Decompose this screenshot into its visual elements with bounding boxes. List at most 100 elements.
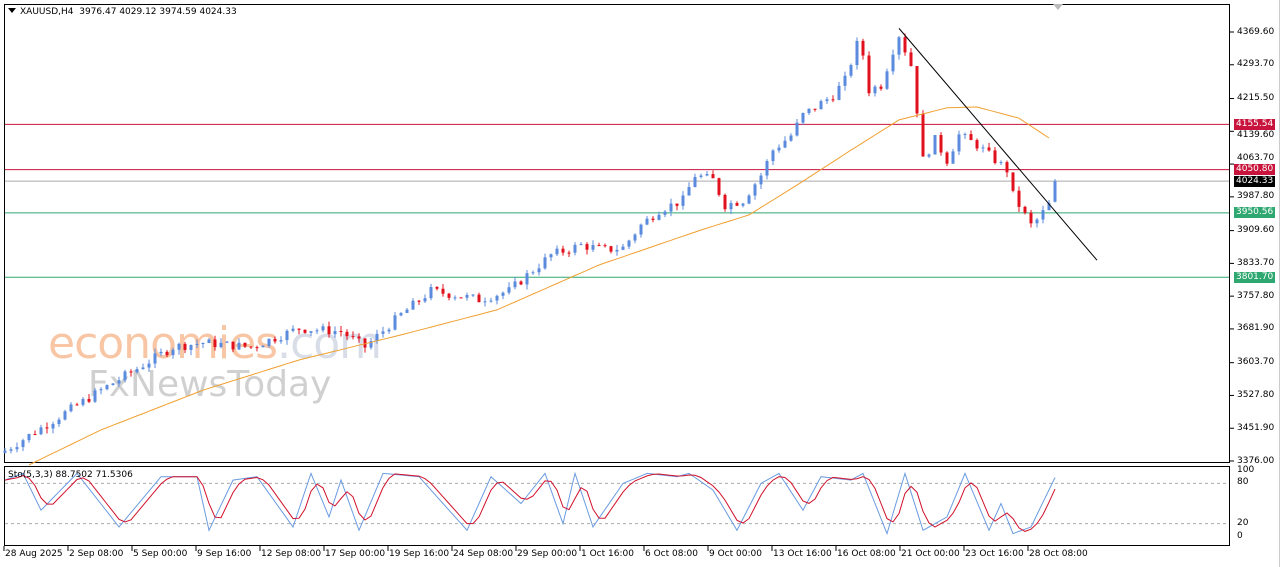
candle-bullish [933,135,937,155]
trendline [898,28,1098,261]
candle-bullish [633,234,637,241]
candle-bearish [915,66,919,114]
y-tick-label: 4063.70 [1237,152,1275,163]
stochastic-pane[interactable] [4,466,1230,546]
candle-bearish [717,178,721,195]
x-tick-label: 2 Sep 08:00 [69,549,124,559]
stochastic-label: Sto(5,3,3) 88.7502 71.5306 [8,470,133,480]
chart-shift-marker-icon[interactable] [1053,4,1063,10]
candle-bullish [3,450,7,453]
x-tick-label: 9 Sep 16:00 [197,549,252,559]
candle-bullish [153,353,157,364]
candle-bullish [369,341,373,348]
price-tag-support: 3801.70 [1234,271,1275,283]
candle-bearish [165,351,169,356]
candle-bullish [537,268,541,273]
candle-bearish [939,135,943,153]
candle-bullish [771,150,775,162]
y-tick-label: 4139.60 [1237,130,1275,141]
y-tick-label: 3987.80 [1237,191,1275,202]
y-tick-label: 3451.90 [1237,422,1275,433]
candle-bullish [9,449,13,451]
x-tick-label: 9 Oct 00:00 [709,549,762,559]
x-tick-label: 28 Oct 08:00 [1029,549,1088,559]
candle-bullish [543,257,547,269]
candle-bullish [1047,203,1051,211]
candle-bullish [51,424,55,429]
candle-bearish [447,293,451,298]
x-tick-label: 24 Sep 08:00 [453,549,514,559]
candle-bullish [15,447,19,450]
candle-bullish [411,300,415,310]
candle-bullish [555,248,559,255]
x-tick-label: 13 Oct 16:00 [773,549,832,559]
candle-bullish [507,287,511,293]
candle-bullish [315,330,319,332]
candle-bullish [687,187,691,196]
candle-bullish [1053,181,1057,202]
candle-bullish [483,301,487,303]
candle-bearish [1023,206,1027,213]
candle-bullish [639,224,643,235]
candle-bullish [825,99,829,102]
candle-bullish [423,298,427,302]
x-tick-label: 19 Sep 16:00 [389,549,450,559]
candle-bullish [291,328,295,331]
candle-bullish [621,246,625,250]
candle-bearish [609,246,613,252]
candle-bullish [321,326,325,331]
price-tag-resistance: 4155.54 [1234,118,1275,130]
candle-bullish [765,161,769,176]
price-chart-pane[interactable] [4,4,1230,463]
candle-bullish [117,380,121,384]
candle-bearish [861,40,865,56]
candle-bullish [219,342,223,348]
candle-bullish [669,203,673,212]
candle-bullish [81,398,85,405]
candle-bullish [1041,210,1045,220]
candle-bullish [375,333,379,342]
stochastic-signal-line [4,473,1056,532]
candle-bullish [681,195,685,206]
candle-bearish [345,331,349,337]
candle-bullish [501,292,505,296]
candle-bullish [105,385,109,390]
candle-bullish [27,434,31,441]
candle-bullish [381,331,385,334]
candle-bullish [891,54,895,72]
candle-bearish [831,99,835,101]
y-tick-label: 3603.70 [1237,357,1275,368]
candle-bullish [147,363,151,368]
price-tag-resistance: 4050.80 [1234,164,1275,176]
candle-bullish [159,351,163,354]
candle-bearish [45,427,49,429]
candle-bullish [393,315,397,330]
candle-bullish [837,85,841,100]
candle-bearish [351,336,355,338]
x-tick-label: 12 Sep 08:00 [261,549,322,559]
candle-bearish [1005,162,1009,173]
candle-bullish [777,147,781,151]
candle-bullish [135,369,139,373]
candle-bullish [663,211,667,215]
candle-bullish [465,294,469,298]
candle-bullish [525,273,529,285]
candle-bullish [579,244,583,246]
candle-bullish [657,214,661,220]
dropdown-triangle-icon[interactable] [8,8,16,13]
symbol-header: XAUUSD,H4 3976.47 4029.12 3974.59 4024.3… [8,7,237,17]
candle-bullish [705,174,709,176]
candle-bullish [177,343,181,350]
candle-bullish [573,244,577,253]
candle-bearish [945,152,949,164]
stoch-level-100: 100 [1237,465,1255,475]
candle-bullish [225,341,229,343]
candle-bullish [849,65,853,76]
candle-bearish [519,281,523,285]
candle-bearish [585,244,589,250]
candle-bullish [549,254,553,258]
candle-bullish [693,176,697,188]
ohlc-values: 3976.47 4029.12 3974.59 4024.33 [79,7,237,17]
candle-bearish [597,245,601,247]
candle-bearish [231,341,235,350]
